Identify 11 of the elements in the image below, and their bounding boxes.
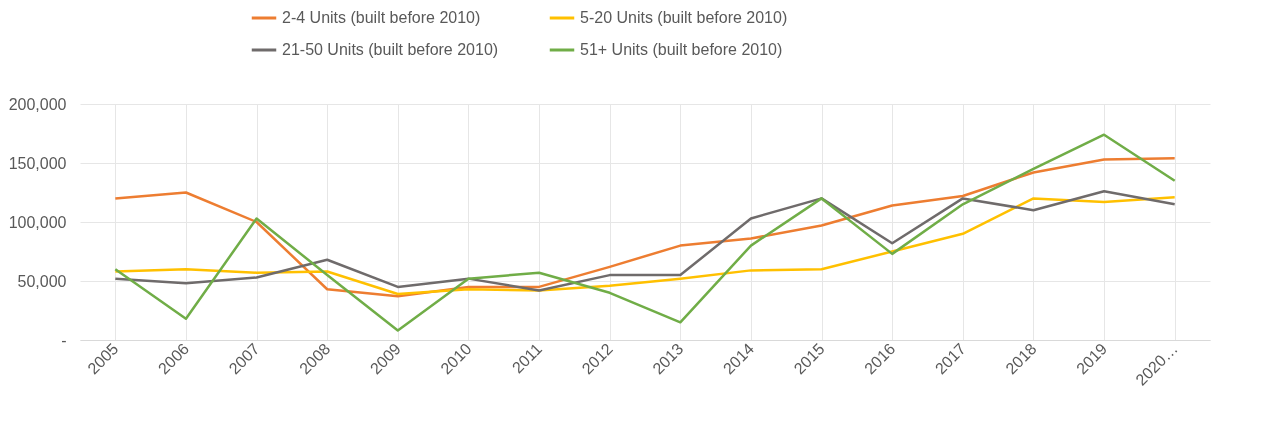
- y-tick-label: 150,000: [8, 154, 67, 172]
- line-series: [114, 133, 1176, 332]
- legend-label: 21-50 Units (built before 2010): [282, 41, 499, 58]
- legend-label: 2-4 Units (built before 2010): [282, 9, 481, 26]
- y-tick-label: 100,000: [8, 213, 67, 231]
- line-series: [114, 157, 1176, 298]
- y-tick-label: -: [61, 331, 67, 349]
- legend-label: 5-20 Units (built before 2010): [580, 9, 788, 26]
- y-tick-label: 50,000: [17, 272, 67, 290]
- y-tick-label: 200,000: [8, 95, 67, 113]
- legend-label: 51+ Units (built before 2010): [580, 41, 783, 58]
